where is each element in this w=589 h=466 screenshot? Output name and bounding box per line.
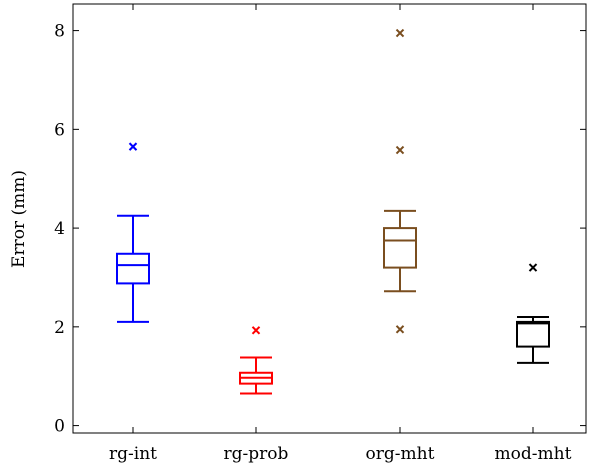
y-tick-label-6: 6 <box>54 120 65 140</box>
y-tick-label-2: 2 <box>54 318 65 338</box>
outlier-stroke-b <box>251 326 261 335</box>
outlier-stroke-b <box>528 263 538 272</box>
box-rg-prob <box>239 326 273 395</box>
outlier-stroke-b <box>128 142 138 151</box>
box-iqr <box>516 320 550 348</box>
box-iqr <box>383 227 417 269</box>
x-tick-label-rg-prob: rg-prob <box>224 444 289 464</box>
box-mod-mht <box>516 263 550 364</box>
box-series <box>116 28 550 395</box>
box-rg-int <box>116 142 150 323</box>
outlier-marker-2 <box>395 325 405 334</box>
outlier-marker-0 <box>528 263 538 272</box>
x-tick-label-org-mht: org-mht <box>366 444 435 464</box>
y-tick-label-4: 4 <box>54 219 65 239</box>
plot-frame <box>72 3 587 434</box>
box-iqr <box>116 252 150 285</box>
x-tick-label-rg-int: rg-int <box>109 444 157 464</box>
outlier-stroke-b <box>395 325 405 334</box>
y-axis-label: Error (mm) <box>9 170 29 268</box>
outlier-stroke-b <box>395 145 405 155</box>
outlier-stroke-b <box>395 28 405 38</box>
box-org-mht <box>383 28 417 334</box>
x-tick-label-mod-mht: mod-mht <box>495 444 572 464</box>
y-axis-ticks: 0 2 4 6 8 <box>54 22 586 437</box>
outlier-marker-0 <box>251 326 261 335</box>
y-tick-label-0: 0 <box>54 417 65 437</box>
outlier-marker-0 <box>395 28 405 38</box>
y-tick-label-8: 8 <box>54 22 65 42</box>
outlier-marker-1 <box>395 145 405 155</box>
outlier-marker-0 <box>128 142 138 151</box>
x-axis-ticks: rg-int rg-prob org-mht mod-mht <box>109 4 572 464</box>
